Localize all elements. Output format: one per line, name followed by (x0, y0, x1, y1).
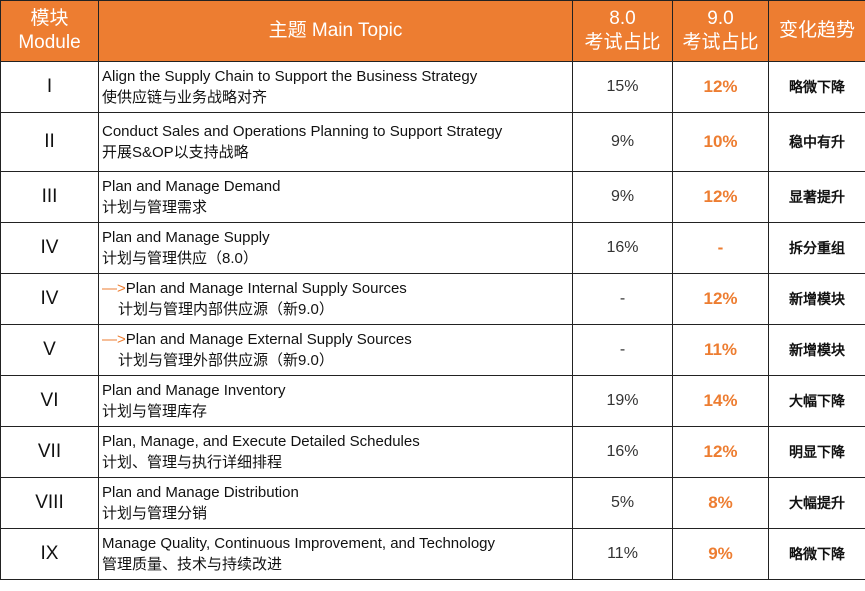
v8-percent: 9% (572, 171, 673, 223)
topic-cell: Plan and Manage Distribution 计划与管理分销 (98, 477, 573, 529)
topic-zh: 计划与管理供应（8.0） (102, 250, 258, 267)
module-cell: IV (0, 222, 99, 274)
trend-cell: 略微下降 (768, 61, 865, 113)
v8-percent: 16% (572, 426, 673, 478)
v9-percent: 12% (672, 426, 769, 478)
header-v8-version: 8.0 (609, 8, 636, 29)
v9-percent: 9% (672, 528, 769, 580)
header-module-zh: 模块 (30, 8, 69, 29)
v9-percent: 11% (672, 324, 769, 376)
v8-percent: - (572, 273, 673, 325)
header-v8: 8.0 考试占比 (572, 0, 673, 62)
topic-cell: Plan, Manage, and Execute Detailed Sched… (98, 426, 573, 478)
trend-cell: 拆分重组 (768, 222, 865, 274)
header-v8-label: 考试占比 (584, 32, 661, 53)
header-v9-version: 9.0 (707, 8, 734, 29)
topic-zh: 计划与管理内部供应源（新9.0） (118, 301, 334, 318)
module-cell: I (0, 61, 99, 113)
topic-cell: —>Plan and Manage External Supply Source… (98, 324, 573, 376)
v9-percent: 8% (672, 477, 769, 529)
topic-en: Plan and Manage External Supply Sources (125, 331, 412, 348)
topic-en: Plan and Manage Distribution (102, 484, 299, 501)
v8-percent: 5% (572, 477, 673, 529)
v8-percent: 15% (572, 61, 673, 113)
topic-zh: 使供应链与业务战略对齐 (102, 89, 268, 106)
header-module-en: Module (18, 32, 81, 53)
topic-en: Plan and Manage Demand (102, 178, 281, 195)
v8-percent: 11% (572, 528, 673, 580)
topic-zh: 计划与管理分销 (102, 505, 208, 522)
v9-percent: 12% (672, 171, 769, 223)
topic-cell: —>Plan and Manage Internal Supply Source… (98, 273, 573, 325)
trend-cell: 略微下降 (768, 528, 865, 580)
topic-zh: 管理质量、技术与持续改进 (102, 556, 283, 573)
module-cell: II (0, 112, 99, 172)
module-cell: V (0, 324, 99, 376)
topic-en: Plan and Manage Supply (102, 229, 270, 246)
topic-en: Plan and Manage Internal Supply Sources (125, 280, 407, 297)
topic-cell: Plan and Manage Demand 计划与管理需求 (98, 171, 573, 223)
topic-cell: Plan and Manage Inventory 计划与管理库存 (98, 375, 573, 427)
table-row: VIII Plan and Manage Distribution 计划与管理分销 5… (0, 477, 865, 529)
table-row: IV —>Plan and Manage Internal Supply Sour… (0, 273, 865, 325)
table-row: IV Plan and Manage Supply 计划与管理供应（8.0） 16% -… (0, 222, 865, 274)
v9-percent: 10% (672, 112, 769, 172)
table-row: IX Manage Quality, Continuous Improvement… (0, 528, 865, 580)
arrow-marker: —> (102, 331, 126, 348)
trend-cell: 新增模块 (768, 273, 865, 325)
topic-zh: 开展S&OP以支持战略 (102, 144, 249, 161)
topic-zh: 计划与管理外部供应源（新9.0） (118, 352, 334, 369)
table-row: I Align the Supply Chain to Support the B… (0, 61, 865, 113)
v9-percent: 12% (672, 61, 769, 113)
topic-zh: 计划与管理库存 (102, 403, 208, 420)
module-cell: III (0, 171, 99, 223)
topic-zh: 计划、管理与执行详细排程 (102, 454, 283, 471)
v8-percent: 16% (572, 222, 673, 274)
trend-cell: 新增模块 (768, 324, 865, 376)
v9-percent: - (672, 222, 769, 274)
header-trend: 变化趋势 (768, 0, 865, 62)
trend-cell: 显著提升 (768, 171, 865, 223)
topic-cell: Conduct Sales and Operations Planning to… (98, 112, 573, 172)
topic-cell: Manage Quality, Continuous Improvement, … (98, 528, 573, 580)
header-row: 模块 Module 主题 Main Topic 8.0 考试占比 9.0 考试占比 变… (0, 0, 865, 62)
v8-percent: - (572, 324, 673, 376)
trend-cell: 大幅提升 (768, 477, 865, 529)
table-row: V —>Plan and Manage External Supply Sourc… (0, 324, 865, 376)
topic-cell: Plan and Manage Supply 计划与管理供应（8.0） (98, 222, 573, 274)
v9-percent: 14% (672, 375, 769, 427)
topic-en: Manage Quality, Continuous Improvement, … (102, 535, 496, 552)
table-row: II Conduct Sales and Operations Planning … (0, 112, 865, 172)
table-row: VI Plan and Manage Inventory 计划与管理库存 19% 14%… (0, 375, 865, 427)
arrow-marker: —> (102, 280, 126, 297)
topic-cell: Align the Supply Chain to Support the Bu… (98, 61, 573, 113)
trend-cell: 稳中有升 (768, 112, 865, 172)
header-module: 模块 Module (0, 0, 99, 62)
trend-cell: 明显下降 (768, 426, 865, 478)
module-cell: VI (0, 375, 99, 427)
topic-en: Align the Supply Chain to Support the Bu… (102, 68, 478, 85)
module-cell: VIII (0, 477, 99, 529)
v8-percent: 19% (572, 375, 673, 427)
topic-zh: 计划与管理需求 (102, 199, 208, 216)
topic-en: Conduct Sales and Operations Planning to… (102, 123, 503, 140)
v9-percent: 12% (672, 273, 769, 325)
v8-percent: 9% (572, 112, 673, 172)
header-v9-label: 考试占比 (682, 32, 759, 53)
table-row: III Plan and Manage Demand 计划与管理需求 9% 12% 显著提… (0, 171, 865, 223)
topic-en: Plan, Manage, and Execute Detailed Sched… (102, 433, 420, 450)
trend-cell: 大幅下降 (768, 375, 865, 427)
module-cell: IX (0, 528, 99, 580)
header-topic: 主题 Main Topic (98, 0, 573, 62)
topic-en: Plan and Manage Inventory (102, 382, 286, 399)
module-cell: IV (0, 273, 99, 325)
module-cell: VII (0, 426, 99, 478)
table-row: VII Plan, Manage, and Execute Detailed Sc… (0, 426, 865, 478)
header-v9: 9.0 考试占比 (672, 0, 769, 62)
